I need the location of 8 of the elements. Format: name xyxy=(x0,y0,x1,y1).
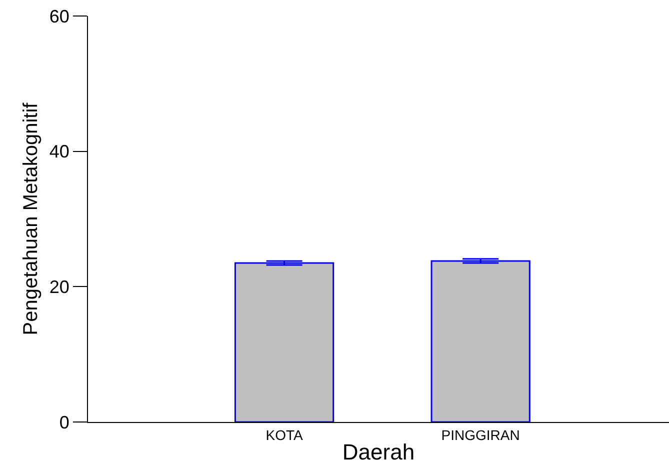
y-tick-label: 40 xyxy=(49,142,70,162)
x-tick-label: PINGGIRAN xyxy=(441,426,520,443)
y-tick-label: 60 xyxy=(49,6,70,26)
y-tick-label: 0 xyxy=(59,412,70,432)
x-axis-title: Daerah xyxy=(342,440,415,465)
y-tick-label: 20 xyxy=(49,276,70,297)
x-tick-label: KOTA xyxy=(266,426,304,443)
y-axis-title: Pengetahuan Metakognitif xyxy=(20,102,42,336)
